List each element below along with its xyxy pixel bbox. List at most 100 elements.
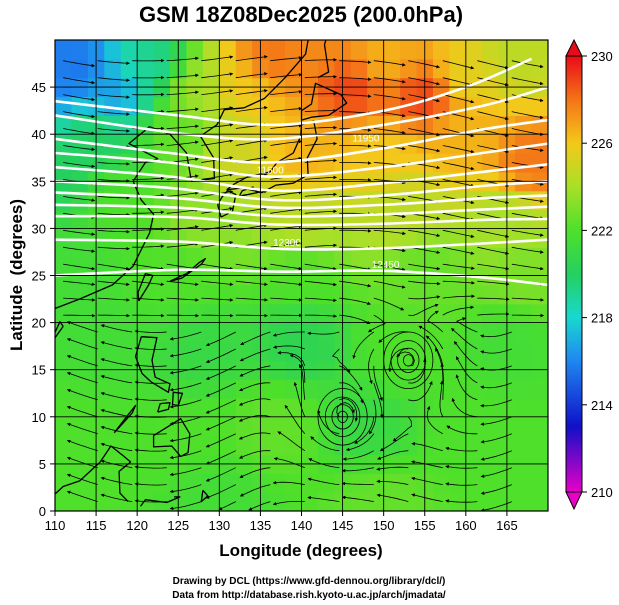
field-cell-96 [153,435,171,456]
streamline-1 [100,493,133,502]
streamline-359 [270,56,303,62]
field-cell-423 [104,228,122,248]
field-cell-15 [301,492,319,511]
field-cell-290 [383,322,401,343]
field-cell-400 [219,247,237,267]
streamline-52 [66,422,98,435]
streamline-99 [373,382,384,419]
field-cell-436 [317,228,335,248]
x-tick-label-5: 135 [250,518,272,533]
streamline-238 [442,212,475,222]
field-cell-190 [219,379,237,399]
y-axis-ticks: 0 5 10 15 20 25 30 35 40 45 [32,80,55,519]
streamline-172 [97,280,130,287]
field-cell-708 [350,58,368,79]
field-cell-338 [186,284,204,305]
streamline-150 [304,314,337,318]
streamline-23 [411,476,443,485]
y-tick-label-9: 45 [32,80,46,95]
streamline-247 [270,190,303,197]
streamline-2 [134,499,167,503]
field-cell-406 [317,247,335,267]
streamline-50 [445,446,478,452]
field-cell-648 [350,96,368,116]
streamline-194 [373,263,406,272]
x-tick-label-0: 110 [45,518,66,533]
field-cell-263 [432,341,450,361]
field-cell-53 [432,473,450,493]
field-cell-341 [235,284,253,305]
x-tick-label-9: 155 [414,518,436,533]
field-cell-505 [465,190,483,211]
coastline-segment-9 [171,391,184,407]
field-cell-600 [55,115,73,135]
streamline-74 [392,416,413,442]
streamline-131 [100,324,133,333]
field-cell-196 [317,379,335,399]
field-cell-54 [449,473,467,493]
field-cell-746 [482,40,500,60]
field-cell-453 [104,209,122,229]
field-cell-350 [383,284,401,305]
field-cell-298 [515,322,533,343]
field-cell-710 [383,58,401,79]
field-cell-105 [301,435,319,456]
field-cell-299 [531,322,548,343]
streamline-10 [411,493,443,502]
streamline-49 [411,442,443,452]
field-cell-273 [104,322,122,343]
streamline-217 [201,223,234,231]
field-cell-288 [350,322,368,343]
streamline-135 [240,331,271,346]
streamline-167 [408,295,441,300]
field-cell-51 [400,473,418,493]
field-cell-499 [367,190,385,211]
field-cell-254 [285,341,303,361]
field-cell-714 [449,58,467,79]
streamline-35 [376,466,409,471]
streamline-87 [408,381,433,402]
field-cell-469 [367,209,385,229]
streamline-334 [373,94,406,101]
streamline-179 [339,280,372,288]
streamline-120 [169,348,202,358]
y-tick-label-4: 20 [32,316,46,331]
field-cell-9 [202,492,220,511]
field-cell-33 [104,473,122,493]
field-cell-279 [202,322,220,343]
field-cell-639 [202,96,220,116]
streamline-138 [352,331,375,359]
streamline-345 [270,73,303,79]
streamline-36 [411,460,443,469]
y-tick-label-3: 15 [32,363,46,378]
streamline-40 [100,442,133,452]
streamline-59 [317,409,340,435]
field-cell-334 [120,284,138,305]
streamline-333 [339,94,372,98]
field-cell-19 [367,492,385,511]
streamline-30 [205,467,236,482]
streamline-193 [339,263,372,271]
field-cell-8 [186,492,204,511]
field-cell-698 [186,58,204,79]
field-cell-179 [531,397,548,418]
field-cell-184 [120,379,138,399]
streamline-183 [477,280,510,286]
streamline-89 [455,374,478,401]
streamline-349 [408,77,440,86]
field-cell-390 [55,247,73,267]
field-cell-615 [301,115,319,135]
height-contour-5 [55,180,548,202]
streamline-118 [100,341,133,350]
field-cell-181 [71,379,89,399]
field-cell-730 [219,40,237,60]
field-cell-634 [120,96,138,116]
streamline-96 [239,382,271,392]
field-cell-269 [531,341,548,361]
field-cell-0 [55,492,73,511]
field-cell-303 [104,303,122,324]
streamline-62 [426,405,444,435]
field-cell-691 [71,58,89,79]
streamline-301 [201,123,234,129]
streamline-55 [169,433,202,443]
